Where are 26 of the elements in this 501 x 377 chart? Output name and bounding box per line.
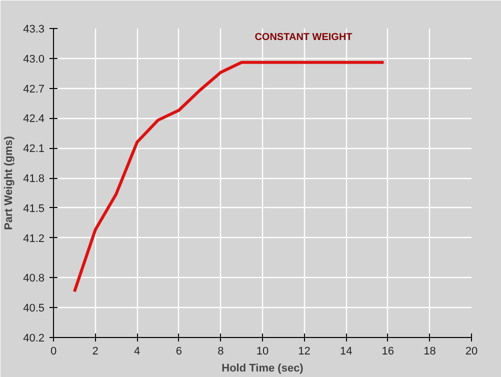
x-axis-title: Hold Time (sec) [222, 362, 304, 374]
x-tick-label: 16 [382, 346, 394, 358]
y-axis-title: Part Weight (gms) [3, 136, 16, 230]
x-tick-label: 14 [340, 346, 352, 358]
y-tick-label: 42.7 [23, 83, 45, 96]
y-tick-label: 41.8 [23, 173, 45, 186]
x-tick-label: 8 [218, 346, 224, 358]
x-tick-label: 0 [50, 346, 57, 358]
y-tick-label: 41.5 [23, 202, 45, 215]
line-series [72, 60, 386, 294]
x-tick-label: 10 [256, 346, 269, 358]
y-tick-label: 41.2 [23, 232, 45, 245]
y-tick-label: 43.3 [23, 24, 45, 36]
x-tick-label: 20 [465, 346, 478, 358]
x-tick-label: 6 [176, 346, 182, 358]
annotation: CONSTANT WEIGHT [254, 32, 352, 43]
y-tick-label: 42.1 [23, 143, 45, 156]
x-tick-label: 2 [92, 346, 98, 358]
x-tick-label: 4 [134, 346, 140, 358]
x-tick-label: 12 [298, 346, 310, 358]
y-tick-label: 40.2 [23, 332, 45, 344]
y-tick-label: 43.0 [23, 53, 45, 66]
y-tick-label: 42.4 [23, 113, 45, 126]
y-tick-label: 40.8 [23, 272, 45, 285]
x-tick-label: 18 [424, 346, 436, 358]
y-tick-label: 40.5 [23, 302, 45, 315]
